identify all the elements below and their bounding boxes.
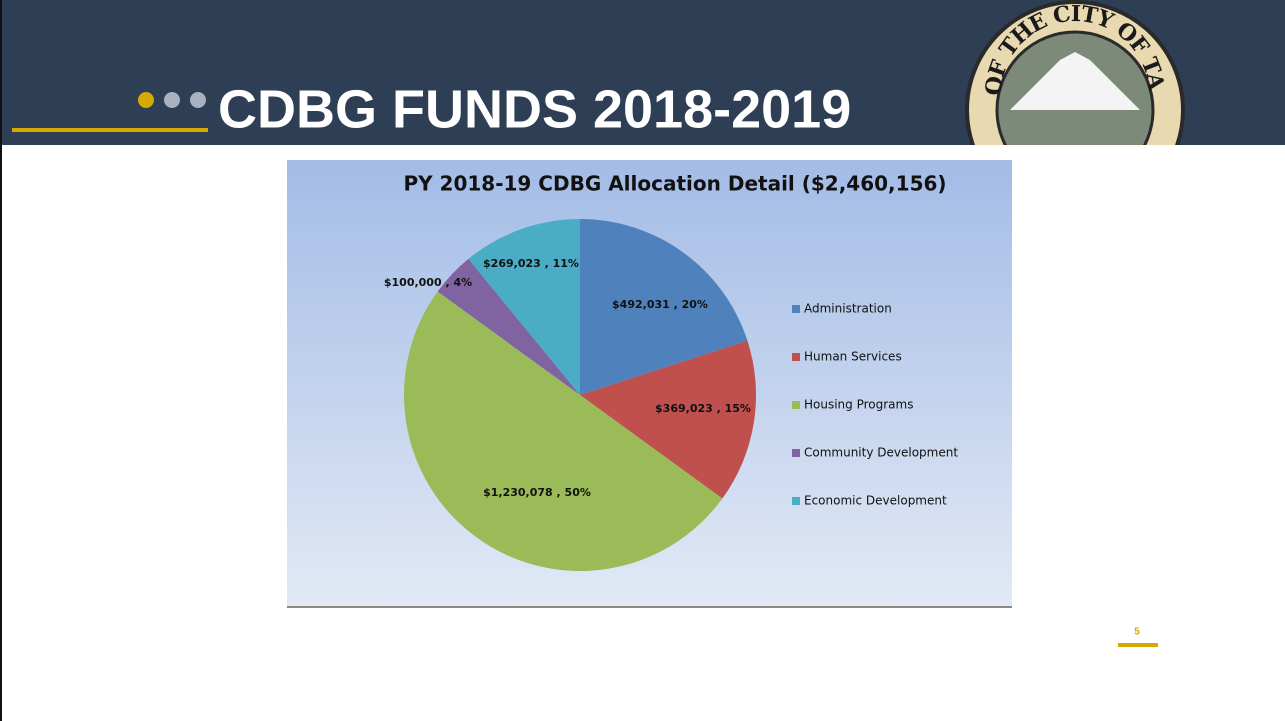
page-number-rule: [1118, 643, 1158, 647]
dot: [190, 92, 206, 108]
dot: [164, 92, 180, 108]
data-label: $1,230,078 , 50%: [483, 486, 591, 499]
data-label: $369,023 , 15%: [655, 402, 751, 415]
pie-slice: [580, 340, 756, 499]
pie-slice: [468, 219, 580, 395]
data-label: $269,023 , 11%: [483, 257, 579, 270]
plot: $492,031 , 20% $369,023 , 15% $1,230,078 ,…: [384, 219, 958, 571]
data-label: $492,031 , 20%: [612, 298, 708, 311]
header-rule: [12, 128, 208, 132]
legend-swatch: [792, 305, 800, 313]
left-border: [0, 0, 2, 721]
legend-swatch: [792, 449, 800, 457]
legend-label: Administration: [804, 302, 892, 316]
legend-swatch: [792, 401, 800, 409]
pie-slice: [437, 258, 580, 395]
legend-swatch: [792, 497, 800, 505]
seal-mountain: [1010, 52, 1140, 110]
legend-swatch: [792, 353, 800, 361]
legend-label: Economic Development: [804, 494, 947, 508]
page-number: 5: [1134, 627, 1140, 638]
pie-slice: [580, 219, 748, 395]
dot: [138, 92, 154, 108]
chart-title: PY 2018-19 CDBG Allocation Detail ($2,46…: [403, 172, 946, 196]
pie-slice: [404, 291, 723, 571]
legend-label: Housing Programs: [804, 398, 913, 412]
data-label: $100,000 , 4%: [384, 276, 472, 289]
legend-label: Community Development: [804, 446, 958, 460]
legend-label: Human Services: [804, 350, 902, 364]
slide-title: CDBG FUNDS 2018-2019: [218, 79, 851, 139]
